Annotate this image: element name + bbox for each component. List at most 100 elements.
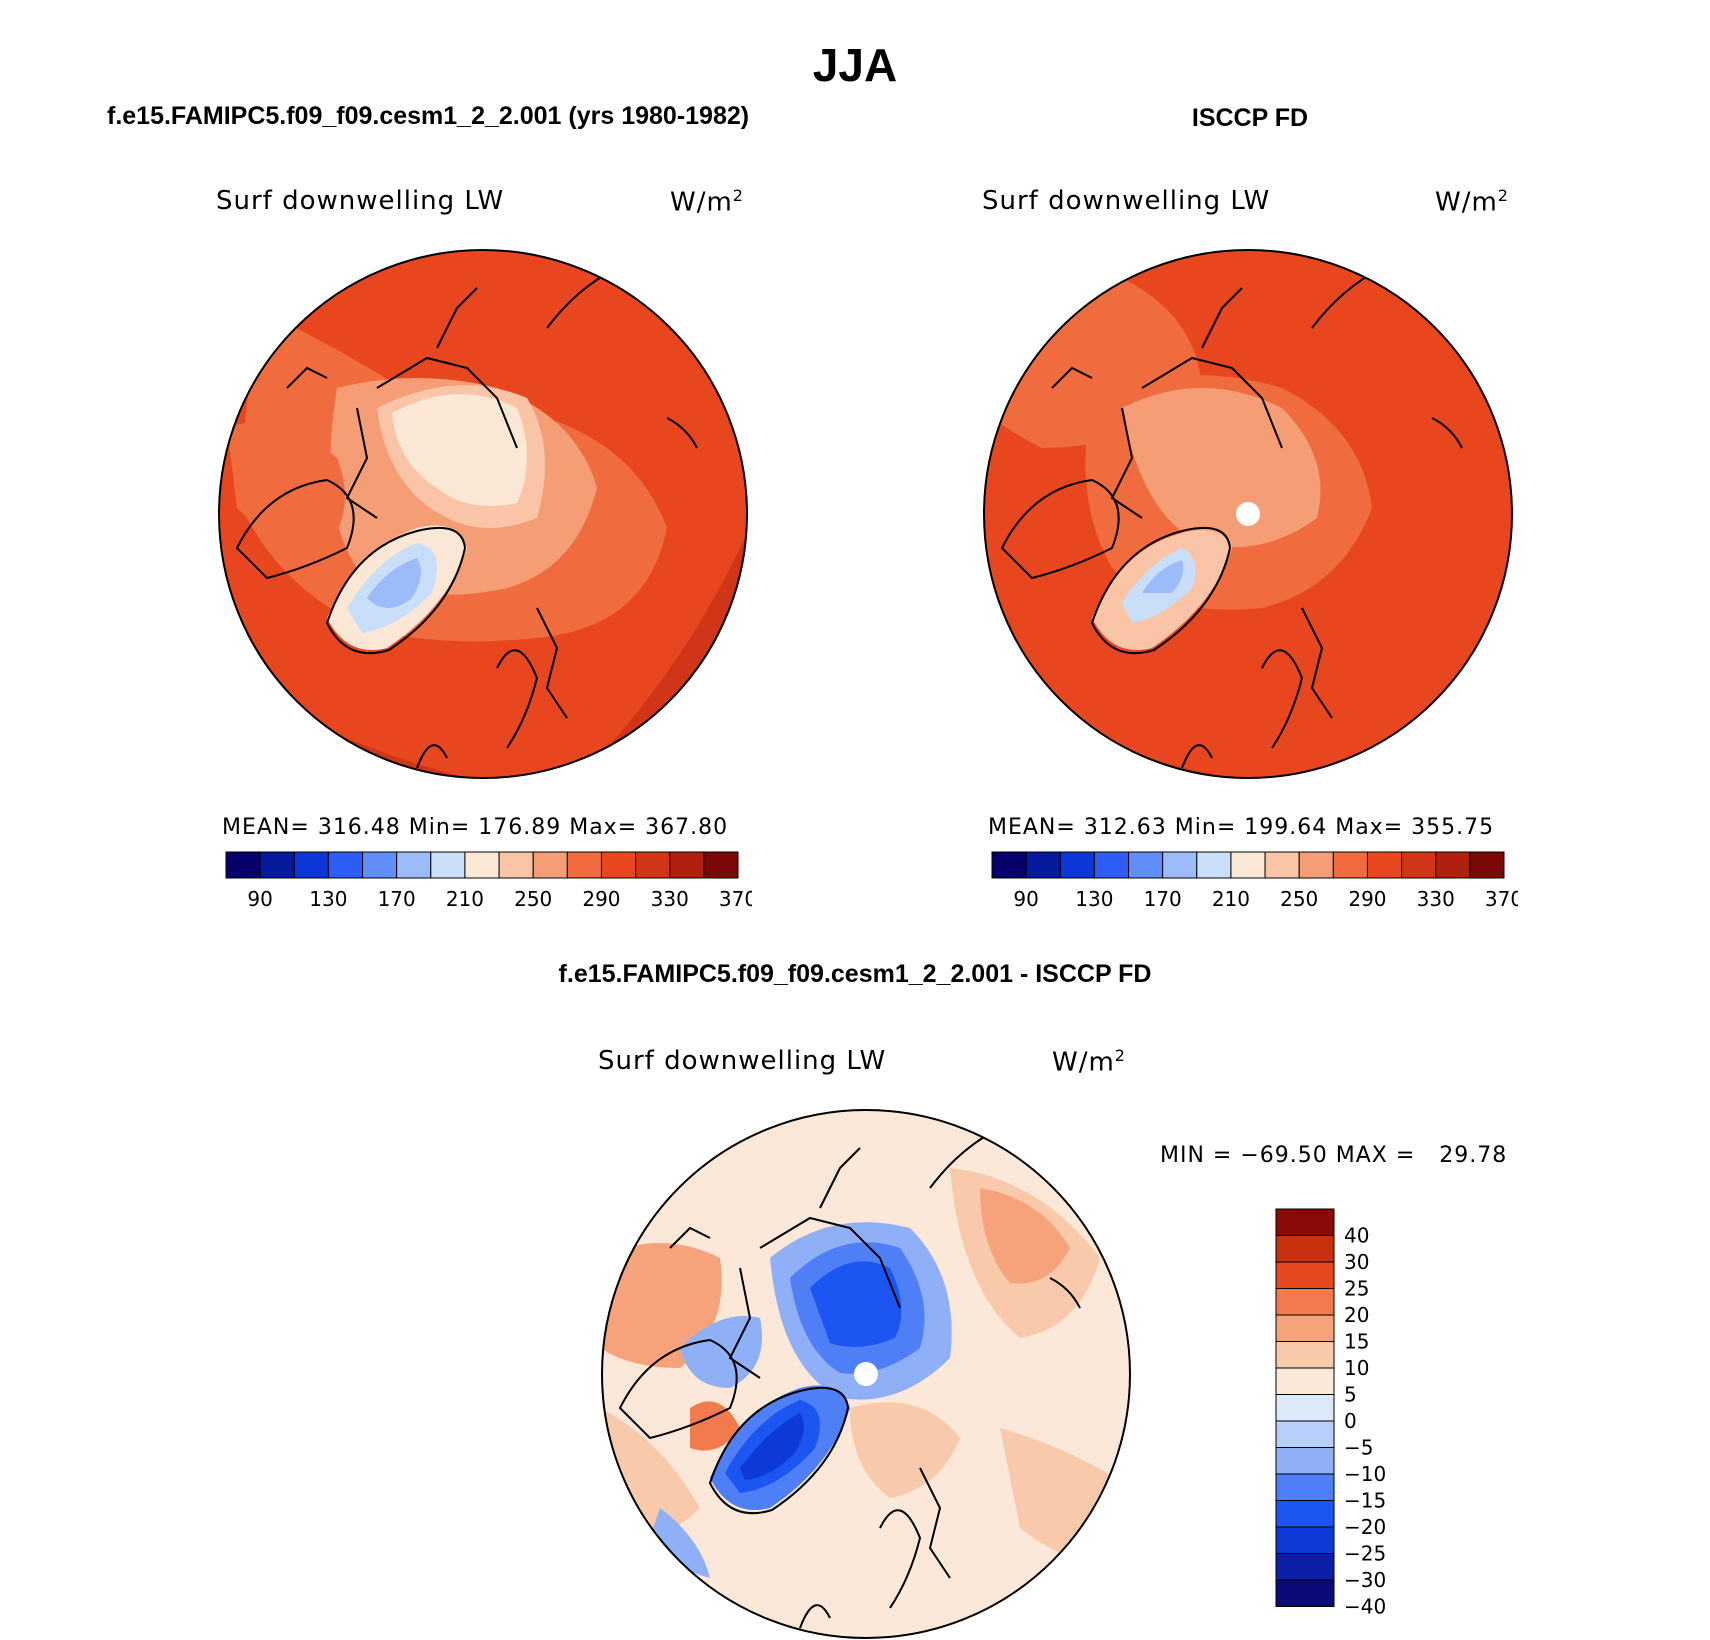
model-colorbar-label: 250 (514, 887, 552, 911)
model-colorbar-label: 90 (247, 887, 272, 911)
obs-panel-title: ISCCP FD (1191, 104, 1309, 132)
model-colorbar-swatch (259, 851, 295, 879)
diff-panel-title: f.e15.FAMIPC5.f09_f09.cesm1_2_2.001 - IS… (558, 960, 1152, 988)
obs-colorbar-label: 170 (1144, 887, 1182, 911)
model-colorbar-label: 370 (719, 887, 752, 911)
diff-colorbar-label: 20 (1344, 1303, 1369, 1327)
diff-colorbar-label: 40 (1344, 1224, 1369, 1248)
obs-colorbar: 90 130 170 210 250 290 330 370 (991, 851, 1518, 911)
diff-stats: MIN = −69.50 MAX = 29.78 (1160, 1143, 1508, 1168)
obs-stats: MEAN= 312.63 Min= 199.64 Max= 355.75 (988, 815, 1495, 840)
model-colorbar-label: 170 (378, 887, 416, 911)
model-colorbar-swatch (635, 851, 671, 879)
model-colorbar: 90 130 170 210 250 290 330 370 (225, 851, 752, 911)
model-colorbar-swatch (498, 851, 534, 879)
obs-colorbar-swatch (1196, 851, 1232, 879)
obs-units-label: W/m2 (1435, 186, 1509, 218)
obs-polar-map (983, 249, 1513, 779)
diff-colorbar-swatches (1275, 1208, 1335, 1607)
diff-colorbar-label: 25 (1344, 1277, 1369, 1301)
diff-variable-label: Surf downwelling LW (598, 1046, 887, 1076)
diff-colorbar-swatch (1275, 1341, 1335, 1369)
obs-colorbar-swatch (1401, 851, 1437, 879)
diff-colorbar-swatch (1275, 1553, 1335, 1581)
model-colorbar-swatches (225, 851, 739, 879)
diff-colorbar-label: 30 (1344, 1250, 1369, 1274)
model-colorbar-swatch (464, 851, 500, 879)
obs-colorbar-swatches (991, 851, 1505, 879)
obs-colorbar-label: 290 (1348, 887, 1386, 911)
obs-colorbar-swatch (1025, 851, 1061, 879)
diff-colorbar-label: 10 (1344, 1356, 1369, 1380)
obs-colorbar-label: 370 (1485, 887, 1518, 911)
diff-colorbar-swatch (1275, 1579, 1335, 1607)
obs-colorbar-label: 330 (1417, 887, 1455, 911)
diff-units-label: W/m2 (1052, 1046, 1126, 1078)
diff-colorbar-label: 5 (1344, 1383, 1357, 1407)
model-colorbar-swatch (430, 851, 466, 879)
diff-colorbar-swatch (1275, 1473, 1335, 1501)
obs-colorbar-swatch (1298, 851, 1334, 879)
obs-colorbar-swatch (1128, 851, 1164, 879)
model-units-label: W/m2 (670, 186, 744, 218)
diff-colorbar-swatch (1275, 1261, 1335, 1289)
model-colorbar-swatch (225, 851, 261, 879)
model-polar-map (218, 249, 748, 779)
model-colorbar-swatch (532, 851, 568, 879)
diff-colorbar-swatch (1275, 1235, 1335, 1263)
model-colorbar-label: 330 (651, 887, 689, 911)
obs-colorbar-swatch (1469, 851, 1505, 879)
obs-colorbar-swatch (1366, 851, 1403, 879)
obs-colorbar-swatch (991, 851, 1027, 879)
obs-colorbar-label: 130 (1075, 887, 1113, 911)
obs-colorbar-labels: 90 130 170 210 250 290 330 370 (1013, 887, 1518, 911)
model-colorbar-swatch (396, 851, 432, 879)
diff-colorbar-label: −10 (1344, 1462, 1386, 1486)
diff-colorbar-swatch (1275, 1500, 1335, 1528)
diff-colorbar-label: 0 (1344, 1409, 1357, 1433)
model-colorbar-swatch (566, 851, 602, 879)
obs-colorbar-label: 210 (1212, 887, 1250, 911)
obs-colorbar-swatch (1093, 851, 1130, 879)
model-colorbar-swatch (293, 851, 329, 879)
diff-polar-map (601, 1109, 1131, 1639)
model-colorbar-swatch (703, 851, 739, 879)
diff-colorbar-swatch (1275, 1526, 1335, 1554)
diff-colorbar-swatch (1275, 1288, 1335, 1316)
obs-colorbar-label: 90 (1013, 887, 1038, 911)
model-colorbar-swatch (669, 851, 705, 879)
model-stats: MEAN= 316.48 Min= 176.89 Max= 367.80 (222, 815, 729, 840)
diff-colorbar-label: −15 (1344, 1489, 1386, 1513)
model-colorbar-swatch (600, 851, 637, 879)
diff-colorbar-swatch (1275, 1314, 1335, 1342)
diff-colorbar-swatch (1275, 1447, 1335, 1475)
diff-colorbar-label: −25 (1344, 1542, 1386, 1566)
obs-colorbar-swatch (1230, 851, 1266, 879)
obs-colorbar-swatch (1435, 851, 1471, 879)
obs-colorbar-label: 250 (1280, 887, 1318, 911)
model-colorbar-swatch (362, 851, 398, 879)
obs-colorbar-swatch (1264, 851, 1300, 879)
diff-colorbar-swatch (1275, 1208, 1335, 1236)
diff-colorbar-label: −30 (1344, 1568, 1386, 1592)
model-colorbar-label: 210 (446, 887, 484, 911)
model-variable-label: Surf downwelling LW (216, 186, 505, 216)
diff-colorbar-label: −40 (1344, 1595, 1386, 1619)
diff-colorbar-label: −20 (1344, 1515, 1386, 1539)
obs-variable-label: Surf downwelling LW (982, 186, 1271, 216)
obs-colorbar-swatch (1162, 851, 1198, 879)
model-colorbar-swatch (327, 851, 364, 879)
obs-colorbar-swatch (1059, 851, 1095, 879)
diff-colorbar-swatch (1275, 1394, 1335, 1422)
diff-colorbar-swatch (1275, 1420, 1335, 1448)
diff-colorbar-swatch (1275, 1367, 1335, 1395)
model-panel-title: f.e15.FAMIPC5.f09_f09.cesm1_2_2.001 (yrs… (107, 102, 750, 130)
diff-colorbar-label: −5 (1344, 1436, 1373, 1460)
model-colorbar-label: 290 (582, 887, 620, 911)
diff-colorbar-label: 15 (1344, 1330, 1369, 1354)
figure-title: JJA (812, 39, 898, 91)
model-colorbar-label: 130 (309, 887, 347, 911)
obs-colorbar-swatch (1332, 851, 1368, 879)
